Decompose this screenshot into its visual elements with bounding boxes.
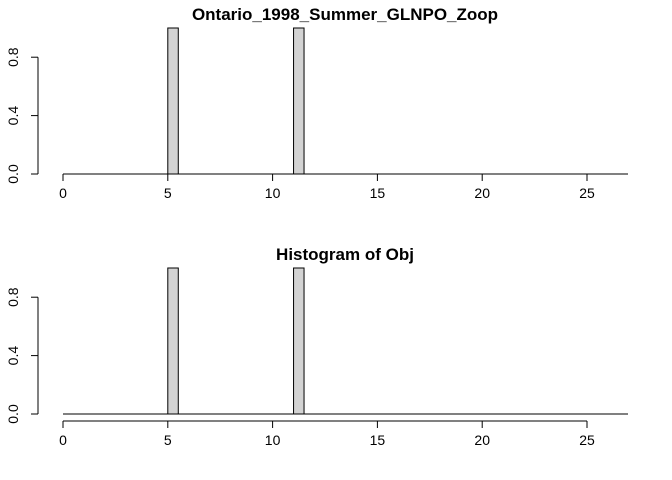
y-tick-label: 0.8 (5, 287, 21, 307)
x-tick-label: 25 (579, 185, 595, 201)
x-tick-label: 5 (164, 432, 172, 448)
plot-area: 0 5 10 15 20 25 0.0 0.4 0.8 (5, 27, 628, 201)
x-tick-label: 25 (579, 432, 595, 448)
chart-panel-bottom: Histogram of Obj 0 5 10 15 20 25 0.0 0.4 0.8 (5, 245, 628, 448)
y-tick-label: 0.0 (5, 404, 21, 424)
y-tick-label: 0.8 (5, 47, 21, 67)
histogram-bar (167, 267, 179, 415)
x-tick-label: 20 (474, 185, 490, 201)
x-tick-label: 5 (164, 185, 172, 201)
histogram-bar (167, 27, 179, 175)
x-tick-label: 0 (59, 432, 67, 448)
y-tick-label: 0.4 (5, 106, 21, 126)
x-tick-label: 20 (474, 432, 490, 448)
y-tick-label: 0.4 (5, 346, 21, 366)
x-tick-label: 10 (265, 432, 281, 448)
x-tick-label: 0 (59, 185, 67, 201)
chart-panel-top: Ontario_1998_Summer_GLNPO_Zoop 0 5 10 15 20 2… (5, 5, 628, 201)
y-tick-label: 0.0 (5, 164, 21, 184)
x-tick-label: 15 (370, 185, 386, 201)
x-tick-label: 15 (370, 432, 386, 448)
histogram-bar (293, 267, 305, 415)
plot-area: 0 5 10 15 20 25 0.0 0.4 0.8 (5, 267, 628, 448)
histogram-bar (293, 27, 305, 175)
chart-title: Histogram of Obj (276, 245, 414, 264)
chart-title: Ontario_1998_Summer_GLNPO_Zoop (192, 5, 498, 24)
x-tick-label: 10 (265, 185, 281, 201)
